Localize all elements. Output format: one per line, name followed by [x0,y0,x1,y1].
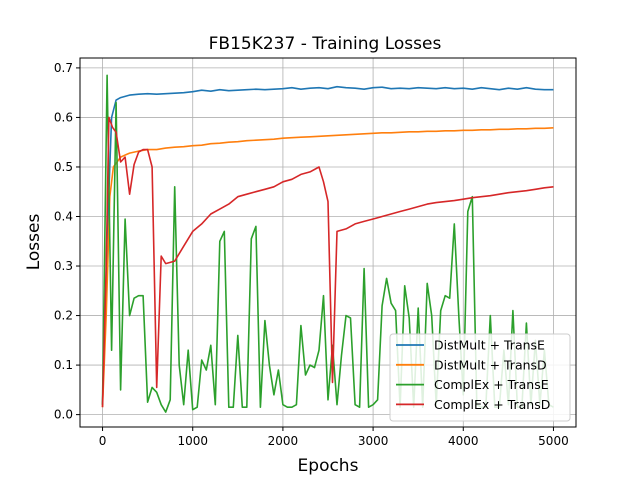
y-tick-label: 0.4 [54,209,73,223]
legend-label-3: ComplEx + TransE [434,377,549,392]
y-tick-label: 0.1 [54,358,73,372]
legend: DistMult + TransE DistMult + TransD ComplE… [389,333,571,422]
y-axis-ticks: 0.0 0.1 0.2 0.3 0.4 0.5 0.6 0.7 [54,61,80,422]
series-line-2 [101,127,554,408]
y-tick-label: 0.2 [54,309,73,323]
y-tick-label: 0.0 [54,408,73,422]
y-tick-label: 0.5 [54,160,73,174]
y-axis-label: Losses [24,214,44,271]
x-tick-label: 3000 [358,434,389,448]
legend-label-1: DistMult + TransE [434,338,545,353]
x-tick-label: 1000 [177,434,208,448]
series-line-4 [101,116,554,408]
x-tick-label: 5000 [538,434,569,448]
y-tick-label: 0.3 [54,259,73,273]
x-tick-label: 2000 [268,434,299,448]
x-axis-ticks: 0 1000 2000 3000 4000 5000 [99,427,569,448]
y-tick-label: 0.7 [54,61,73,75]
x-axis-label: Epochs [298,456,359,476]
chart-title: FB15K237 - Training Losses [209,34,442,54]
legend-label-2: DistMult + TransD [434,357,547,372]
legend-box [389,333,571,422]
y-tick-label: 0.6 [54,110,73,124]
axes-frame [79,57,577,428]
x-tick-label: 4000 [448,434,479,448]
legend-label-4: ComplEx + TransD [434,397,550,412]
x-tick-label: 0 [99,434,107,448]
grid [80,58,576,427]
series-line-1 [101,85,554,405]
